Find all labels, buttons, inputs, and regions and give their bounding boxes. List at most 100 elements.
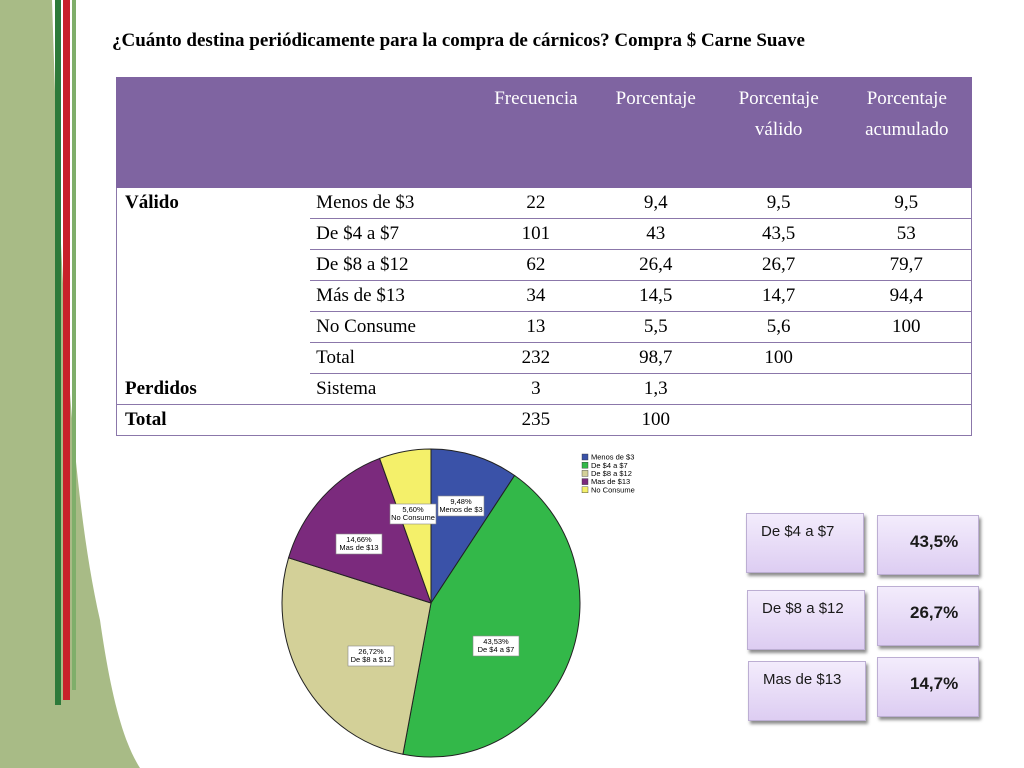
- pie-slice: [287, 457, 432, 604]
- row-category: Menos de $3: [310, 188, 476, 219]
- cell-frecuencia: 22: [475, 188, 596, 219]
- header-frecuencia: Frecuencia: [475, 77, 596, 188]
- cell-frecuencia: 13: [475, 311, 596, 343]
- cell-porcentaje-acumulado: [841, 373, 972, 405]
- header-cell: [309, 77, 476, 188]
- callout-category-2: De $8 a $12: [747, 590, 865, 650]
- pie-data-label: Menos de $3: [439, 505, 482, 514]
- cell-porcentaje-valido: [715, 373, 842, 405]
- cell-frecuencia: 232: [475, 342, 596, 374]
- decorative-dark-green-stripe: [55, 0, 61, 705]
- cell-porcentaje: 5,5: [595, 311, 716, 343]
- pie-data-label: De $4 a $7: [478, 645, 515, 654]
- pie-data-label-box: [347, 645, 395, 667]
- pie-data-label: 9,48%: [450, 497, 472, 506]
- row-category: De $8 a $12: [310, 249, 476, 281]
- pie-data-label: 26,72%: [358, 647, 384, 656]
- legend-swatch: [581, 486, 589, 493]
- pie-slice: [402, 474, 581, 758]
- cell-porcentaje-acumulado: 9,5: [841, 188, 972, 219]
- cell-frecuencia: 235: [475, 404, 596, 436]
- pie-data-label: No Consume: [391, 513, 435, 522]
- callout-category-label: Mas de $13: [763, 671, 842, 688]
- row-category: De $4 a $7: [310, 218, 476, 250]
- cell-porcentaje: 100: [595, 404, 716, 436]
- pie-data-label-box: [472, 635, 520, 657]
- table-header-row: Frecuencia Porcentaje Porcentaje válido …: [116, 77, 972, 188]
- table-row: Total 232 98,7 100: [116, 342, 972, 374]
- legend-entry: No Consume: [591, 485, 635, 494]
- cell-frecuencia: 62: [475, 249, 596, 281]
- table-row: De $8 a $12 62 26,4 26,7 79,7: [116, 249, 972, 281]
- decorative-green-swoosh: [0, 0, 140, 768]
- pie-data-label: 43,53%: [483, 637, 509, 646]
- frequency-table: Frecuencia Porcentaje Porcentaje válido …: [116, 77, 972, 436]
- row-group-label: Perdidos: [116, 373, 311, 405]
- cell-frecuencia: 101: [475, 218, 596, 250]
- cell-porcentaje-acumulado: 53: [841, 218, 972, 250]
- pie-data-label-box: [335, 533, 383, 555]
- table-row: No Consume 13 5,5 5,6 100: [116, 311, 972, 343]
- pie-chart: 9,48%Menos de $343,53%De $4 a $726,72%De…: [281, 448, 635, 758]
- pie-data-label-box: [389, 503, 437, 525]
- cell-porcentaje-acumulado: 79,7: [841, 249, 972, 281]
- header-porcentaje-valido: Porcentaje válido: [715, 77, 842, 188]
- row-group-label: [116, 280, 311, 312]
- row-group-label: Válido: [116, 188, 311, 219]
- legend-swatch: [581, 461, 589, 469]
- callout-category-3: Mas de $13: [748, 661, 866, 721]
- callout-value-2: 26,7%: [877, 586, 979, 646]
- pie-data-label: De $8 a $12: [351, 655, 392, 664]
- legend-swatch: [581, 453, 589, 461]
- legend-entry: Menos de $3: [591, 453, 634, 462]
- table-row: Total 235 100: [116, 404, 972, 436]
- cell-porcentaje-valido: [715, 404, 842, 436]
- decorative-red-stripe: [63, 0, 70, 700]
- callout-category-label: De $8 a $12: [762, 600, 844, 617]
- cell-porcentaje-acumulado: [841, 404, 972, 436]
- cell-porcentaje: 9,4: [595, 188, 716, 219]
- row-category: [310, 404, 476, 436]
- cell-frecuencia: 3: [475, 373, 596, 405]
- legend-entry: De $8 a $12: [591, 469, 632, 478]
- decorative-sidebar: [0, 0, 140, 768]
- row-group-label: Total: [116, 404, 311, 436]
- slide-title: ¿Cuánto destina periódicamente para la c…: [112, 30, 805, 51]
- row-group-label: [116, 218, 311, 250]
- legend-swatch: [581, 478, 589, 485]
- cell-porcentaje-valido: 9,5: [715, 188, 842, 219]
- cell-porcentaje: 1,3: [595, 373, 716, 405]
- table-row: Válido Menos de $3 22 9,4 9,5 9,5: [116, 188, 972, 219]
- legend-swatch: [581, 470, 589, 477]
- cell-porcentaje: 26,4: [595, 249, 716, 281]
- table-row: De $4 a $7 101 43 43,5 53: [116, 218, 972, 250]
- cell-porcentaje-valido: 100: [715, 342, 842, 374]
- pie-data-label: 14,66%: [346, 535, 372, 544]
- row-category: Total: [310, 342, 476, 374]
- legend-entry: De $4 a $7: [591, 461, 628, 470]
- cell-porcentaje-acumulado: 94,4: [841, 280, 972, 312]
- cell-porcentaje: 14,5: [595, 280, 716, 312]
- callout-value-label: 26,7%: [910, 603, 959, 622]
- legend-entry: Mas de $13: [591, 477, 630, 486]
- row-category: No Consume: [310, 311, 476, 343]
- cell-porcentaje-acumulado: 100: [841, 311, 972, 343]
- row-category: Más de $13: [310, 280, 476, 312]
- cell-porcentaje-valido: 5,6: [715, 311, 842, 343]
- header-porcentaje-acumulado: Porcentaje acumulado: [841, 77, 972, 188]
- pie-slice: [379, 448, 432, 604]
- callout-category-1: De $4 a $7: [746, 513, 864, 573]
- cell-porcentaje-valido: 43,5: [715, 218, 842, 250]
- cell-porcentaje: 43: [595, 218, 716, 250]
- cell-porcentaje-valido: 14,7: [715, 280, 842, 312]
- pie-data-label: 5,60%: [402, 505, 424, 514]
- callout-category-label: De $4 a $7: [761, 523, 835, 540]
- callout-value-1: 43,5%: [877, 515, 979, 575]
- decorative-light-green-stripe: [72, 0, 76, 690]
- pie-slice: [430, 448, 516, 605]
- row-group-label: [116, 249, 311, 281]
- table-row: Perdidos Sistema 3 1,3: [116, 373, 972, 405]
- cell-frecuencia: 34: [475, 280, 596, 312]
- cell-porcentaje: 98,7: [595, 342, 716, 374]
- header-porcentaje: Porcentaje: [595, 77, 716, 188]
